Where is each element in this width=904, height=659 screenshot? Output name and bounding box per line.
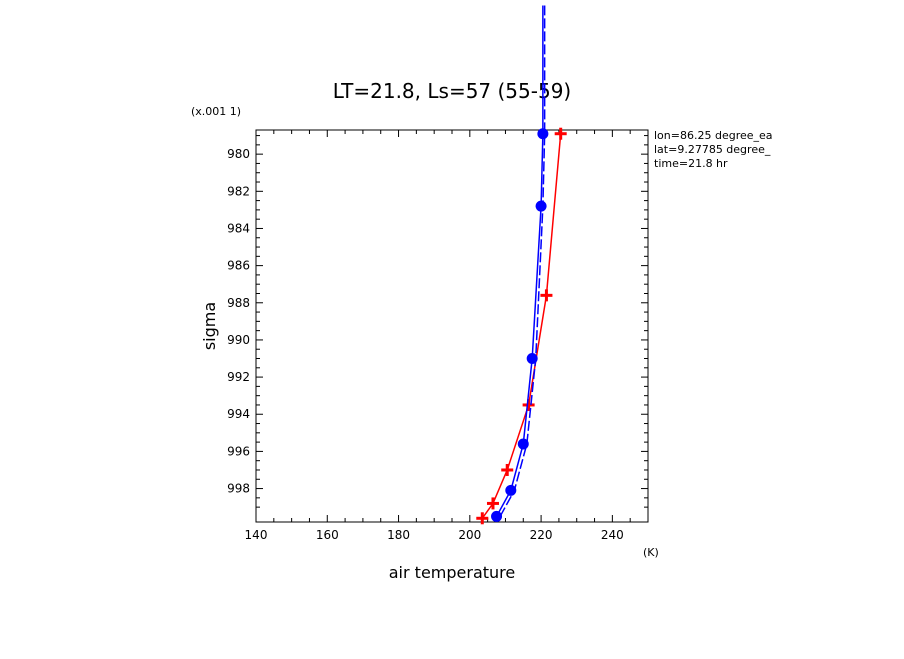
series-2-line <box>499 5 546 517</box>
x-tick-label: 160 <box>316 528 339 542</box>
y-tick-label: 998 <box>227 482 250 496</box>
x-tick-label: 220 <box>530 528 553 542</box>
info-line-3: time=21.8 hr <box>654 157 728 170</box>
series-1-point <box>491 510 503 522</box>
y-tick-label: 986 <box>227 259 250 273</box>
series-0-point <box>540 289 553 302</box>
series-1-point <box>535 200 547 212</box>
y-tick-label: 988 <box>227 296 250 310</box>
x-tick-label: 140 <box>245 528 268 542</box>
series-0-point <box>486 497 499 510</box>
y-tick-label: 996 <box>227 444 250 458</box>
x-unit-label: (K) <box>643 546 659 559</box>
y-tick-label: 992 <box>227 370 250 384</box>
y-tick-label: 982 <box>227 184 250 198</box>
y-axis-label: sigma <box>200 302 219 350</box>
y-tick-label: 980 <box>227 147 250 161</box>
y-tick-label: 994 <box>227 407 250 421</box>
x-tick-label: 180 <box>387 528 410 542</box>
info-line-1: lon=86.25 degree_ea <box>654 129 773 142</box>
series-0-line <box>481 133 562 519</box>
series-0-point <box>522 398 535 411</box>
x-tick-label: 240 <box>601 528 624 542</box>
series-1-point <box>537 128 549 140</box>
info-line-2: lat=9.27785 degree_ <box>654 143 771 156</box>
y-scale-note: (x.001 1) <box>191 105 241 118</box>
x-tick-label: 200 <box>458 528 481 542</box>
x-axis-label: air temperature <box>389 563 515 582</box>
plot-frame <box>255 129 649 523</box>
series-0-point <box>476 512 489 525</box>
chart-title: LT=21.8, Ls=57 (55-59) <box>333 79 571 103</box>
y-tick-label: 984 <box>227 221 250 235</box>
series-0-point <box>501 463 514 476</box>
series-0-point <box>554 127 567 140</box>
y-tick-label: 990 <box>227 333 250 347</box>
plot-layer: 140 160 180 200 220 240 980 982 984 986 988 990 992 9… <box>227 5 649 542</box>
